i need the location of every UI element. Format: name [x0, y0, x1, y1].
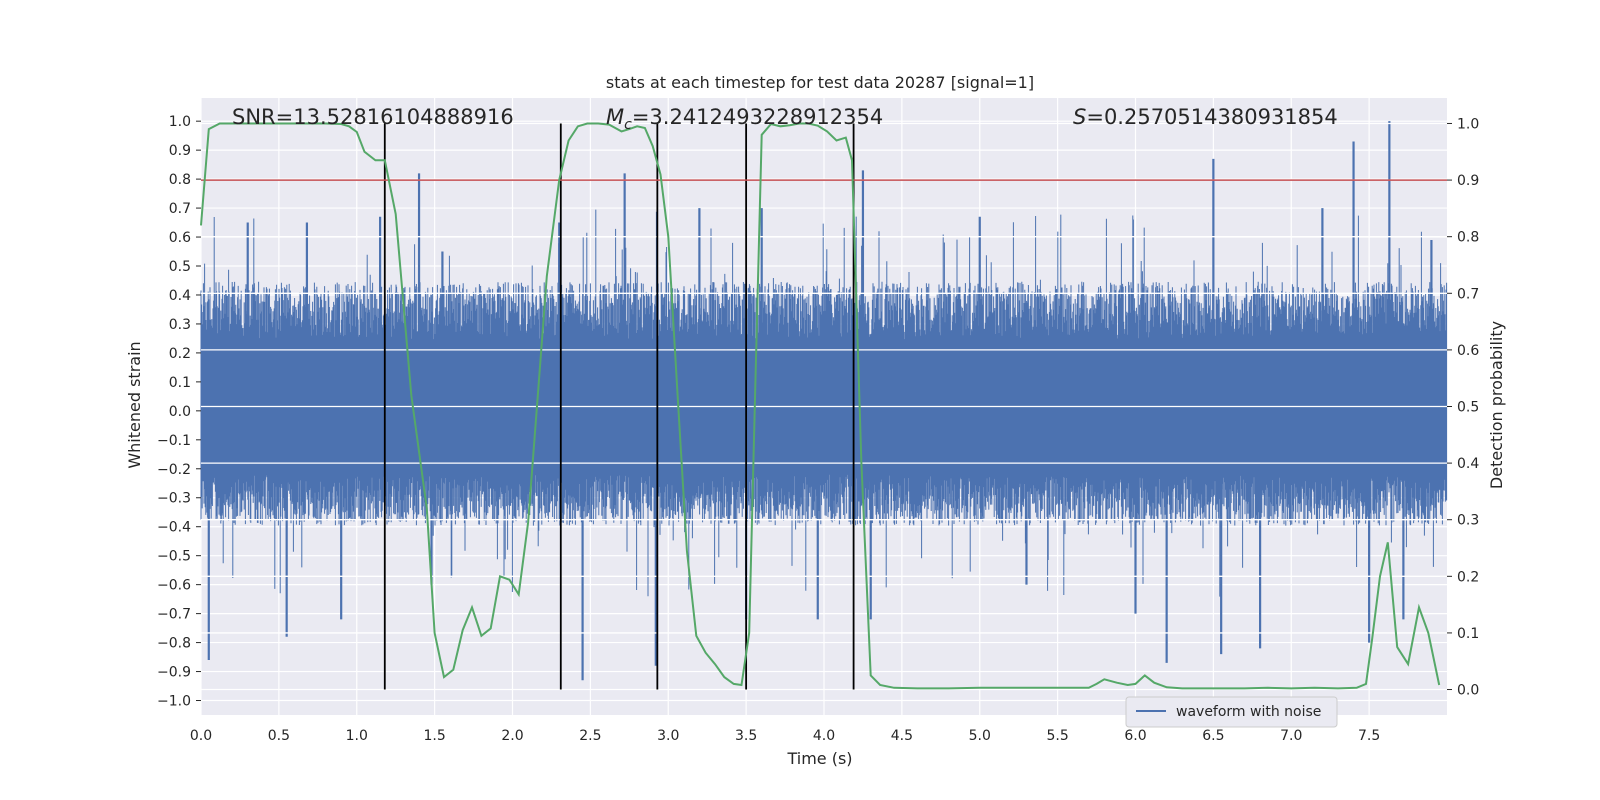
legend-box: [1125, 696, 1338, 728]
x-axis-title: Time (s): [786, 749, 852, 768]
x-axis-ticks: 0.0 0.5 1.0 1.5 2.0 2.5 3.0 3.5 4.0 4.5 5.0 5.5 6.0 6…: [190, 728, 1380, 744]
y-tick-label: −0.7: [157, 607, 191, 623]
x-tick-label: 2.5: [579, 728, 601, 744]
chart-title: stats at each timestep for test data 202…: [606, 73, 1034, 92]
y-tick-label: 0.4: [169, 288, 191, 304]
snr-annotation: SNR=13.52816104888916: [232, 105, 514, 129]
x-tick-label: 7.0: [1280, 728, 1302, 744]
y2-axis-title: Detection probability: [1487, 321, 1506, 489]
y-tick-label: −1.0: [157, 694, 191, 710]
x-tick-label: 2.0: [501, 728, 523, 744]
detection-probability-line: [200, 122, 1441, 690]
y2-tick-label: 0.9: [1457, 173, 1479, 189]
x-tick-label: 4.5: [891, 728, 913, 744]
x-tick-label: 5.5: [1046, 728, 1068, 744]
y-tick-label: 1.0: [169, 114, 191, 130]
y-tick-label: −0.3: [157, 491, 191, 507]
y-tick-label: −0.6: [157, 578, 191, 594]
x-tick-label: 5.0: [969, 728, 991, 744]
y-tick-label: 0.3: [169, 317, 191, 333]
y-tick-label: −0.9: [157, 665, 191, 681]
y-tick-label: −0.1: [157, 433, 191, 449]
legend-label: waveform with noise: [1176, 704, 1321, 720]
y2-tick-label: 1.0: [1457, 116, 1479, 132]
y2-tick-label: 0.3: [1457, 513, 1479, 529]
mc-annotation: Mc=3.2412493228912354: [606, 105, 883, 133]
y-tick-label: 0.6: [169, 230, 191, 246]
y2-axis-ticks: 1.0 0.9 0.8 0.7 0.6 0.5 0.4 0.3 0.2 0.1 0.0: [1447, 116, 1479, 699]
y-tick-label: 0.2: [169, 346, 191, 362]
y-tick-label: −0.2: [157, 462, 191, 478]
y2-tick-label: 0.5: [1457, 400, 1479, 416]
s-annotation: S=0.2570514380931854: [1073, 105, 1338, 129]
y2-tick-label: 0.1: [1457, 626, 1479, 642]
x-tick-label: 6.0: [1124, 728, 1146, 744]
y-tick-label: 0.1: [169, 375, 191, 391]
x-tick-label: 0.5: [268, 728, 290, 744]
y-tick-label: 0.5: [169, 259, 191, 275]
y2-tick-label: 0.6: [1457, 343, 1479, 359]
x-tick-label: 1.0: [346, 728, 368, 744]
y-tick-label: 0.0: [169, 404, 191, 420]
y2-tick-label: 0.4: [1457, 456, 1479, 472]
y-axis-ticks: 1.0 0.9 0.8 0.7 0.6 0.5 0.4 0.3 0.2 0.1 0.0 −0.1 −0.…: [157, 114, 201, 710]
x-tick-label: 0.0: [190, 728, 212, 744]
legend: waveform with noise: [1125, 696, 1338, 728]
vertical-markers: [383, 123, 855, 690]
x-tick-label: 7.5: [1358, 728, 1380, 744]
y2-tick-label: 0.7: [1457, 286, 1479, 302]
y-tick-label: 0.7: [169, 201, 191, 217]
y-tick-label: −0.5: [157, 549, 191, 565]
y2-tick-label: 0.0: [1457, 683, 1479, 699]
x-tick-label: 3.0: [657, 728, 679, 744]
y-tick-label: 0.9: [169, 143, 191, 159]
y-axis-title: Whitened strain: [125, 341, 144, 468]
x-tick-label: 1.5: [423, 728, 445, 744]
x-tick-label: 6.5: [1202, 728, 1224, 744]
y-tick-label: 0.8: [169, 172, 191, 188]
y-tick-label: −0.4: [157, 520, 191, 536]
y2-tick-label: 0.2: [1457, 569, 1479, 585]
x-tick-label: 3.5: [735, 728, 757, 744]
x-tick-label: 4.0: [813, 728, 835, 744]
y2-tick-label: 0.8: [1457, 230, 1479, 246]
y-tick-label: −0.8: [157, 636, 191, 652]
